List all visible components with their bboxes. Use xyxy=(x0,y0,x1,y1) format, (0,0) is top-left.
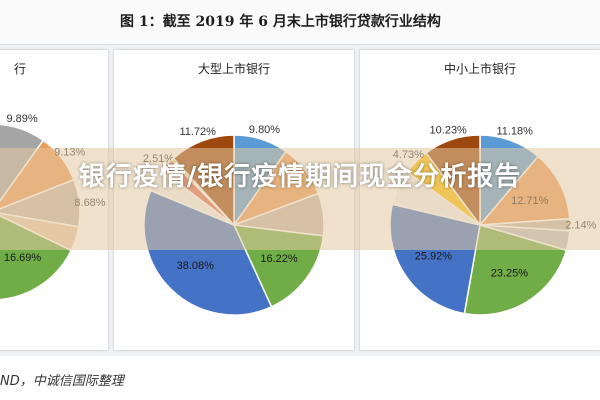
pie-slice-label: 23.25% xyxy=(491,267,529,279)
overlay-title: 银行疫情/银行疫情期间现金分析报告 xyxy=(78,162,522,192)
title-overlay-band xyxy=(0,148,600,250)
figure-title-bar: 图 1：截至 2019 年 6 月末上市银行贷款行业结构 xyxy=(0,0,600,45)
pie-slice-label: 11.18% xyxy=(496,125,533,137)
pie-slice-label: 16.69% xyxy=(4,252,42,264)
pie-title: 行 xyxy=(13,62,26,76)
figure-title: 图 1：截至 2019 年 6 月末上市银行贷款行业结构 xyxy=(120,14,441,30)
pie-title: 大型上市银行 xyxy=(197,62,270,76)
pie-slice-label: 9.89% xyxy=(6,113,37,125)
source-footer: ND，中诚信国际整理 xyxy=(0,356,600,400)
source-note: ND，中诚信国际整理 xyxy=(0,374,124,389)
pie-slice-label: 25.92% xyxy=(415,251,453,263)
pie-slice-label: 16.22% xyxy=(260,253,298,265)
pie-slice-label: 11.72% xyxy=(179,126,216,138)
pie-slice-label: 38.08% xyxy=(177,260,215,272)
pie-slice-label: 10.23% xyxy=(430,124,468,136)
pie-title: 中小上市银行 xyxy=(443,62,516,76)
pie-slice-label: 9.80% xyxy=(249,124,280,136)
